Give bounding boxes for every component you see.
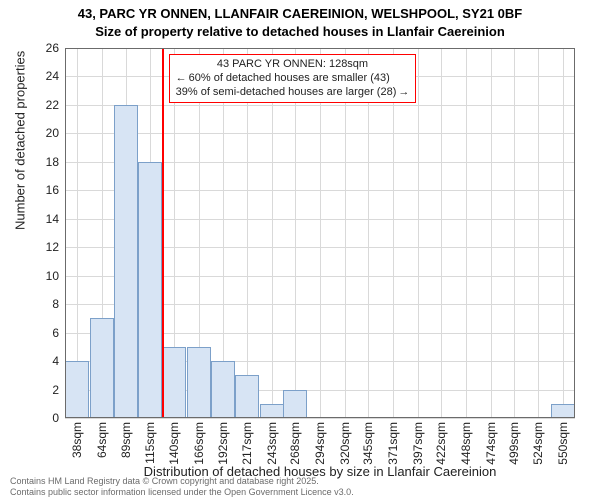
gridline-v [393, 48, 394, 418]
x-tick-label: 524sqm [531, 422, 545, 465]
x-tick-label: 268sqm [288, 422, 302, 465]
y-tick-label: 18 [46, 155, 59, 169]
arrow-left-icon: ← [176, 72, 187, 84]
gridline-v [247, 48, 248, 418]
histogram-bar [283, 390, 307, 418]
y-tick-label: 22 [46, 98, 59, 112]
annotation-line2: 39% of semi-detached houses are larger (… [176, 86, 410, 100]
gridline-v [368, 48, 369, 418]
x-tick-label: 371sqm [386, 422, 400, 465]
gridline-v [272, 48, 273, 418]
highlight-line [162, 48, 164, 418]
x-tick-label: 550sqm [556, 422, 570, 465]
x-tick-label: 499sqm [507, 422, 521, 465]
annotation-box: 43 PARC YR ONNEN: 128sqm←60% of detached… [169, 54, 417, 103]
annotation-line1: ←60% of detached houses are smaller (43) [176, 72, 410, 86]
gridline-v [466, 48, 467, 418]
x-tick-label: 192sqm [216, 422, 230, 465]
gridline-v [441, 48, 442, 418]
x-tick-label: 422sqm [434, 422, 448, 465]
gridline-v [418, 48, 419, 418]
x-tick-label: 89sqm [119, 422, 133, 458]
arrow-right-icon: → [398, 86, 409, 98]
histogram-bar [235, 375, 259, 418]
annotation-heading: 43 PARC YR ONNEN: 128sqm [176, 58, 410, 72]
x-tick-label: 320sqm [338, 422, 352, 465]
gridline-v [320, 48, 321, 418]
x-tick-label: 345sqm [361, 422, 375, 465]
histogram-bar [211, 361, 235, 418]
y-tick-label: 20 [46, 126, 59, 140]
chart-subtitle: Size of property relative to detached ho… [0, 24, 600, 39]
x-tick-label: 166sqm [192, 422, 206, 465]
chart-title-address: 43, PARC YR ONNEN, LLANFAIR CAEREINION, … [0, 6, 600, 21]
x-tick-label: 217sqm [240, 422, 254, 465]
gridline-v [345, 48, 346, 418]
gridline-v [538, 48, 539, 418]
footer-line2: Contains public sector information licen… [10, 487, 354, 498]
y-tick-label: 10 [46, 269, 59, 283]
histogram-bar [114, 105, 138, 418]
x-tick-label: 474sqm [484, 422, 498, 465]
gridline-h [65, 418, 575, 419]
footer-line1: Contains HM Land Registry data © Crown c… [10, 476, 354, 487]
y-tick-label: 4 [52, 354, 59, 368]
x-tick-label: 140sqm [167, 422, 181, 465]
y-axis-title: Number of detached properties [13, 51, 28, 230]
histogram-bar [162, 347, 186, 418]
y-tick-label: 16 [46, 183, 59, 197]
property-size-histogram: 43, PARC YR ONNEN, LLANFAIR CAEREINION, … [0, 0, 600, 500]
x-tick-label: 243sqm [265, 422, 279, 465]
x-tick-label: 38sqm [70, 422, 84, 458]
y-tick-label: 14 [46, 212, 59, 226]
x-tick-label: 397sqm [411, 422, 425, 465]
y-tick-label: 8 [52, 297, 59, 311]
histogram-bar [138, 162, 162, 418]
y-tick-label: 0 [52, 411, 59, 425]
histogram-bar [65, 361, 89, 418]
plot-area: 0246810121416182022242638sqm64sqm89sqm11… [65, 48, 575, 418]
histogram-bar [260, 404, 284, 418]
histogram-bar [187, 347, 211, 418]
gridline-v [295, 48, 296, 418]
y-tick-label: 26 [46, 41, 59, 55]
histogram-bar [551, 404, 575, 418]
gridline-v [514, 48, 515, 418]
x-tick-label: 115sqm [143, 422, 157, 464]
y-tick-label: 24 [46, 69, 59, 83]
y-tick-label: 12 [46, 240, 59, 254]
x-tick-label: 448sqm [459, 422, 473, 465]
gridline-v [563, 48, 564, 418]
chart-footer: Contains HM Land Registry data © Crown c… [10, 476, 354, 498]
y-tick-label: 2 [52, 383, 59, 397]
histogram-bar [90, 318, 114, 418]
x-tick-label: 294sqm [313, 422, 327, 465]
x-tick-label: 64sqm [95, 422, 109, 458]
gridline-v [491, 48, 492, 418]
y-tick-label: 6 [52, 326, 59, 340]
